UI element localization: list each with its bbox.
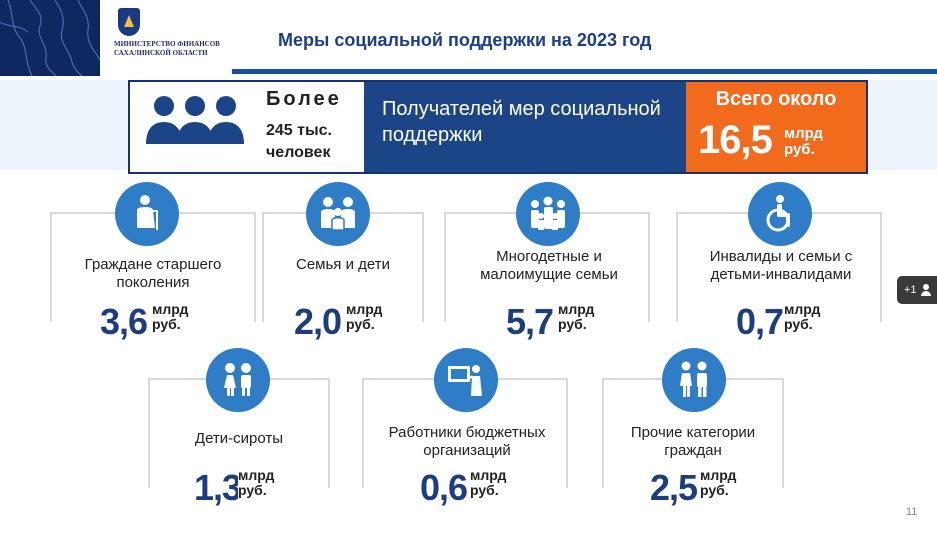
banner-count: 245 тыс.: [266, 122, 332, 139]
category-label: Граждане старшего поколения: [52, 256, 254, 292]
category-unit: млрд руб.: [784, 302, 844, 332]
category-card-orphans: Дети-сироты 1,3 млрд руб.: [148, 348, 330, 506]
wheelchair-icon: [748, 182, 812, 246]
category-card-other: Прочие категории граждан 2,5 млрд руб.: [602, 348, 784, 506]
category-value: 2,0: [290, 304, 346, 340]
island-map-image: [0, 0, 100, 76]
person-icon: [920, 284, 931, 296]
category-card-public-workers: Работники бюджетных организаций 0,6 млрд…: [362, 348, 568, 506]
category-unit: млрд руб.: [152, 302, 212, 332]
category-value: 3,6: [96, 304, 152, 340]
total-value: 16,5: [698, 118, 773, 162]
header-divider: [232, 69, 937, 74]
coat-of-arms-icon: [118, 8, 140, 36]
category-unit: млрд руб.: [700, 468, 760, 498]
category-card-disabled: Инвалиды и семьи с детьми-инвалидами 0,7…: [676, 182, 882, 340]
category-value: 2,5: [646, 470, 702, 506]
category-card-large-families: Многодетные и малоимущие семьи 5,7 млрд …: [444, 182, 650, 340]
slide-header: МИНИСТЕРСТВО ФИНАНСОВ САХАЛИНСКОЙ ОБЛАСТ…: [0, 0, 937, 80]
recipients-count-block: Более 245 тыс. человек: [130, 82, 364, 172]
page-title: Меры социальной поддержки на 2023 год: [278, 30, 652, 50]
category-card-family: Семья и дети 2,0 млрд руб.: [262, 182, 424, 340]
category-unit: млрд руб.: [238, 468, 298, 498]
banner-people-label: человек: [266, 144, 331, 161]
category-label: Многодетные и малоимущие семьи: [454, 248, 644, 284]
logo-text: МИНИСТЕРСТВО ФИНАНСОВ САХАЛИНСКОЙ ОБЛАСТ…: [114, 40, 220, 57]
people-group-icon: [146, 96, 244, 144]
teacher-icon: [434, 348, 498, 412]
total-block: Всего около 16,5 млрд руб.: [686, 82, 866, 172]
total-unit: млрд руб.: [784, 125, 823, 158]
category-label: Работники бюджетных организаций: [372, 424, 562, 460]
category-unit: млрд руб.: [558, 302, 618, 332]
recipients-description-block: Получателей мер социальной поддержки: [364, 82, 686, 172]
total-label: Всего около: [715, 88, 837, 110]
couple-icon: [662, 348, 726, 412]
category-label: Прочие категории граждан: [604, 424, 782, 460]
children-icon: [206, 348, 270, 412]
category-value: 1,3: [190, 470, 246, 506]
category-card-elderly: Граждане старшего поколения 3,6 млрд руб…: [50, 182, 256, 340]
participants-badge[interactable]: +1: [897, 276, 937, 304]
ministry-logo: МИНИСТЕРСТВО ФИНАНСОВ САХАЛИНСКОЙ ОБЛАСТ…: [104, 6, 234, 72]
banner-more-label: Более: [266, 88, 342, 110]
family-icon: [306, 182, 370, 246]
participants-count: +1: [904, 284, 917, 296]
summary-banner: Более 245 тыс. человек Получателей мер с…: [128, 80, 868, 174]
category-value: 5,7: [502, 304, 558, 340]
banner-description: Получателей мер социальной поддержки: [382, 98, 661, 146]
large-family-icon: [516, 182, 580, 246]
category-value: 0,6: [416, 470, 472, 506]
elderly-icon: [115, 182, 179, 246]
category-value: 0,7: [732, 304, 788, 340]
page-number: 11: [906, 506, 918, 518]
category-unit: млрд руб.: [346, 302, 406, 332]
category-unit: млрд руб.: [470, 468, 530, 498]
category-label: Дети-сироты: [150, 430, 328, 448]
category-label: Инвалиды и семьи с детьми-инвалидами: [682, 248, 880, 284]
category-label: Семья и дети: [264, 256, 422, 274]
